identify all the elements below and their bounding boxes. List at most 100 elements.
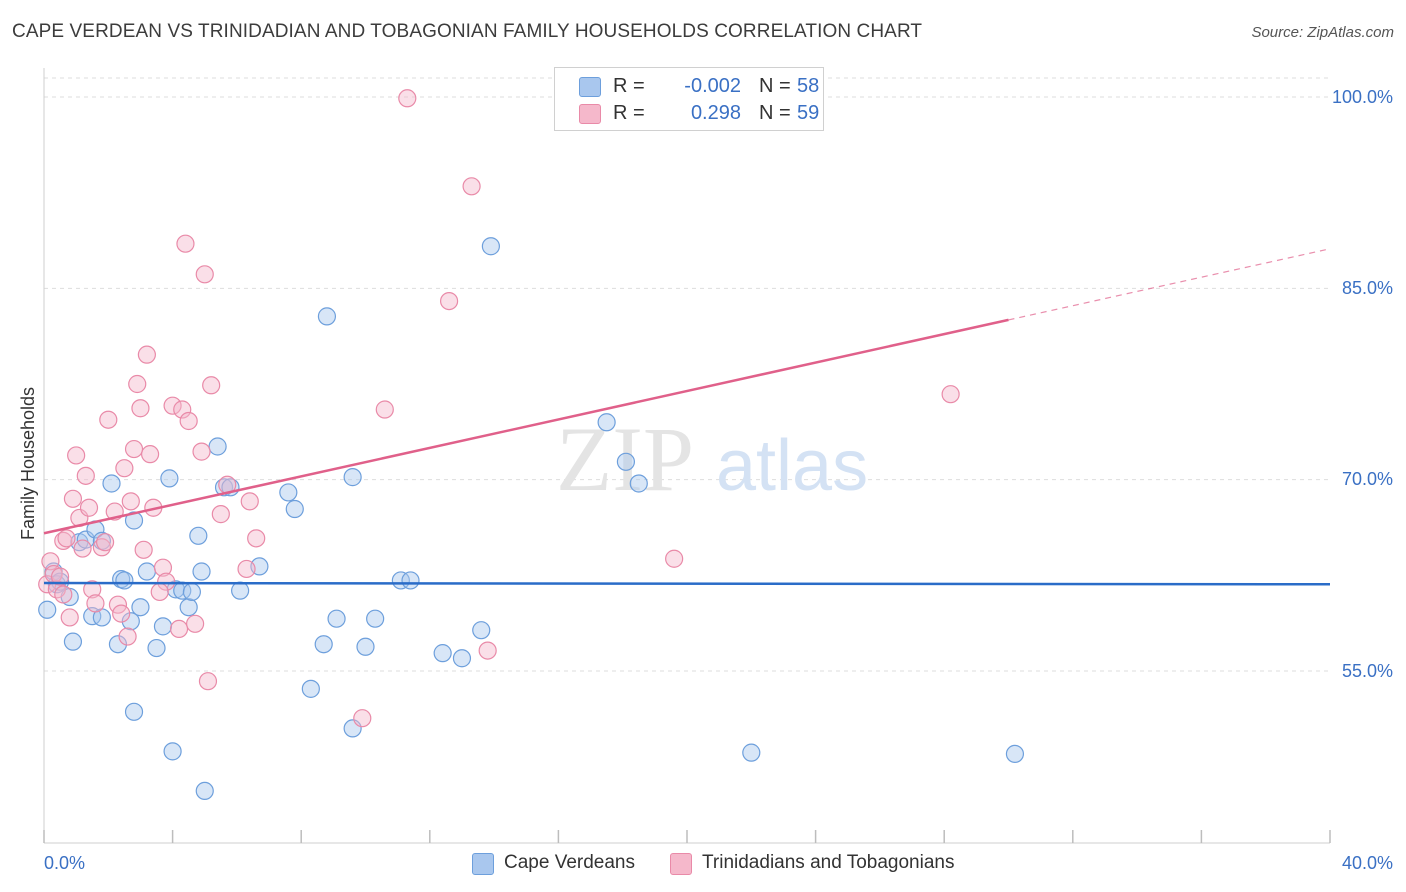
data-point (202, 376, 221, 395)
data-point (182, 582, 201, 602)
data-point (150, 582, 169, 602)
data-point (115, 459, 134, 478)
data-point (343, 468, 362, 487)
legend-swatch-pink (579, 104, 601, 124)
data-point (153, 558, 173, 577)
x-axis-max-label: 40.0% (1341, 853, 1393, 873)
data-point (95, 533, 115, 552)
data-point (118, 627, 137, 646)
data-point (124, 511, 144, 530)
data-point (83, 580, 102, 599)
data-point (317, 307, 337, 326)
n-value: 59 (797, 102, 820, 124)
legend-swatch-blue (579, 77, 601, 97)
data-point (38, 600, 57, 619)
data-point (665, 549, 684, 568)
data-point (124, 439, 144, 459)
data-point (73, 539, 92, 558)
data-point (208, 437, 227, 456)
data-point (160, 469, 179, 488)
data-point (140, 445, 160, 464)
data-point (439, 291, 459, 311)
n-value: 58 (797, 75, 820, 97)
data-point (401, 571, 420, 590)
data-point (327, 609, 346, 628)
data-point (189, 526, 208, 545)
data-point (186, 614, 205, 633)
data-point (153, 617, 173, 636)
data-point (301, 679, 320, 698)
legend-label: Trinidadians and Tobagonians (702, 852, 955, 873)
watermark: ZIP atlas (556, 408, 868, 510)
data-point (54, 585, 73, 604)
data-point (137, 562, 156, 581)
data-point (121, 492, 140, 511)
chart-title: CAPE VERDEAN VS TRINIDADIAN AND TOBAGONI… (12, 21, 923, 42)
y-tick-label: 100.0% (1331, 87, 1393, 107)
r-value: -0.002 (684, 75, 741, 97)
data-point (356, 637, 375, 656)
data-point (478, 641, 497, 660)
data-point (173, 400, 192, 419)
trend-line (43, 318, 1009, 535)
data-point (131, 598, 150, 617)
data-point (398, 89, 417, 108)
trend-lines (43, 248, 1331, 586)
data-point (285, 499, 304, 519)
data-point (1005, 744, 1025, 764)
data-point (50, 567, 70, 586)
stats-legend: R = -0.002 N = 58 R = 0.298 N = 59 (554, 67, 824, 131)
r-label: R = (613, 75, 645, 97)
n-label: N = (759, 102, 791, 124)
trend-line-extension (1008, 248, 1331, 321)
data-point (124, 702, 144, 721)
data-point (163, 742, 182, 761)
data-point (147, 638, 166, 658)
data-point (76, 466, 95, 485)
data-point (240, 492, 259, 511)
data-point (247, 529, 266, 548)
data-point (237, 559, 256, 579)
data-point (616, 452, 636, 471)
r-label: R = (613, 102, 645, 124)
data-point (128, 374, 147, 394)
watermark-atlas: atlas (716, 426, 868, 506)
axes (43, 68, 1331, 844)
data-point (157, 572, 176, 591)
data-point (195, 265, 214, 284)
data-point (163, 396, 182, 415)
data-point (179, 411, 198, 431)
y-tick-label: 55.0% (1341, 661, 1393, 681)
r-value: 0.298 (690, 102, 741, 124)
data-point (60, 608, 79, 627)
data-point (121, 612, 140, 631)
legend-swatch-blue (472, 853, 494, 875)
y-tick-label: 70.0% (1341, 469, 1393, 489)
series-trinidadians (38, 89, 960, 728)
data-point (481, 237, 500, 256)
data-point (115, 571, 134, 590)
data-point (108, 635, 128, 654)
series-cape-verdeans (38, 237, 1025, 801)
data-point (462, 177, 481, 196)
data-point (198, 672, 218, 691)
data-point (375, 400, 394, 419)
legend-swatch-pink (670, 853, 692, 875)
data-point (211, 505, 230, 524)
data-point (169, 619, 189, 639)
data-point (112, 604, 131, 623)
data-point (597, 413, 616, 432)
n-label: N = (759, 75, 791, 97)
data-point (86, 594, 105, 613)
data-point (433, 644, 452, 663)
data-point (231, 581, 250, 600)
data-point (192, 442, 211, 461)
data-point (192, 562, 211, 581)
data-point (131, 399, 150, 418)
x-axis-min-label: 0.0% (44, 853, 86, 873)
data-point (99, 410, 118, 429)
data-point (179, 598, 198, 617)
y-axis-title: Family Households (18, 386, 38, 540)
data-point (92, 538, 111, 557)
